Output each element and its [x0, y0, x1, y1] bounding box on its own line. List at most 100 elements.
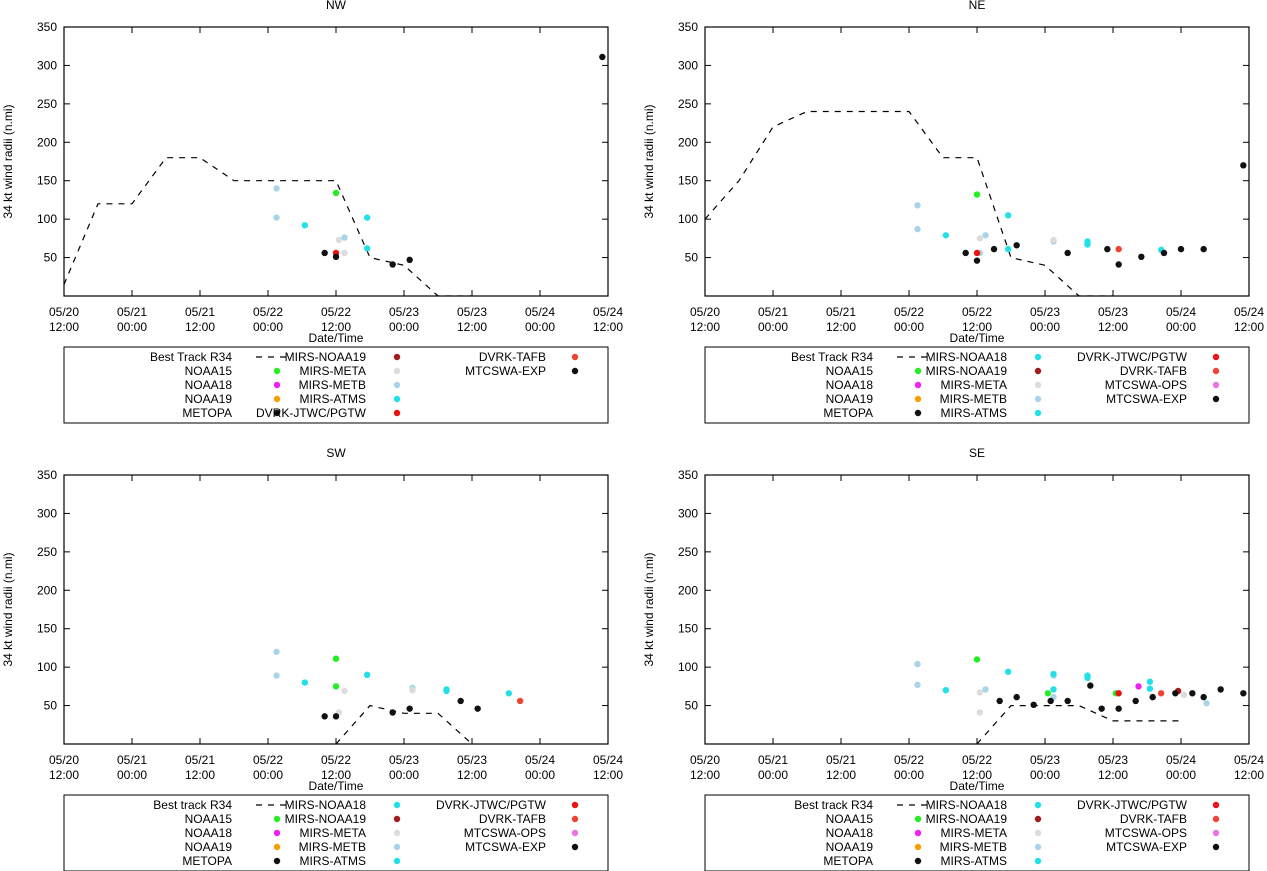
y-tick-label: 300	[678, 58, 698, 72]
x-tick-label-date: 05/21	[185, 305, 215, 319]
legend-marker-mirs-noaa19	[393, 815, 401, 823]
x-tick-label-date: 05/23	[457, 753, 487, 767]
y-axis-label: 34 kt wind radii (n.mi)	[1, 104, 15, 218]
point-mirs-noaa18	[505, 690, 513, 697]
point-mtcswa-exp	[321, 249, 328, 257]
plot-frame	[63, 474, 609, 745]
point-mirs-metb	[1203, 700, 1210, 707]
x-tick-label-date: 05/21	[758, 305, 788, 319]
legend-marker-noaa19	[273, 843, 281, 851]
legend-label: MIRS-META	[300, 364, 366, 378]
point-noaa15	[1044, 690, 1052, 697]
chart-title: SE	[969, 446, 985, 460]
y-tick-label: 200	[37, 135, 57, 149]
y-tick-label: 300	[37, 58, 57, 72]
point-mtcswa-exp	[599, 53, 606, 61]
legend-box	[704, 346, 1250, 424]
legend-marker-mtcswa-ops	[1212, 829, 1220, 837]
x-tick-label-date: 05/23	[1030, 305, 1060, 319]
legend-marker-dvrk-jtwc-pgtw	[1212, 353, 1220, 361]
legend-label: METOPA	[182, 406, 232, 420]
point-mtcswa-exp	[1160, 249, 1168, 257]
legend-label: DVRK-JTWC/PGTW	[256, 406, 367, 420]
y-tick-label: 100	[37, 660, 57, 674]
point-mtcswa-exp	[990, 245, 998, 253]
chart-title: SW	[326, 446, 346, 460]
legend-marker-noaa18	[273, 829, 281, 837]
point-mtcswa-exp	[389, 261, 396, 268]
x-tick-label-date: 05/24	[593, 753, 623, 767]
point-mtcswa-exp	[1200, 693, 1207, 701]
y-tick-label: 250	[37, 545, 57, 559]
best-track-line	[976, 704, 1181, 744]
legend-marker-mtcswa-exp	[571, 843, 579, 851]
legend-label: NOAA18	[826, 826, 874, 840]
point-noaa18	[1135, 683, 1142, 690]
legend-label: MIRS-NOAA19	[926, 364, 1008, 378]
point-mirs-meta	[409, 687, 416, 694]
point-mtcswa-exp	[457, 697, 464, 705]
point-mirs-atms	[363, 245, 371, 252]
point-noaa15	[332, 683, 340, 690]
point-mirs-meta	[1050, 236, 1057, 244]
legend-marker-metopa	[914, 857, 922, 865]
point-mirs-metb	[341, 234, 348, 241]
y-axis-label: 34 kt wind radii (n.mi)	[642, 104, 656, 218]
point-mirs-noaa18	[942, 232, 950, 239]
x-tick-label-time: 00:00	[253, 320, 283, 334]
point-mtcswa-exp	[1177, 245, 1185, 253]
legend-marker-mirs-meta	[393, 829, 401, 837]
x-tick-label-time: 00:00	[1166, 320, 1196, 334]
point-mtcswa-exp	[1240, 162, 1247, 169]
point-mirs-meta	[976, 235, 984, 242]
point-mtcswa-exp	[406, 705, 413, 712]
point-mtcswa-exp	[1030, 701, 1037, 709]
y-tick-label: 350	[37, 468, 57, 482]
point-mirs-noaa18	[363, 671, 371, 679]
point-mirs-noaa18	[1004, 245, 1012, 253]
chart-panel-ne: NE3503002502001501005005/2012:0005/2100:…	[642, 0, 1264, 424]
legend-marker-metopa	[914, 409, 922, 417]
y-tick-label: 250	[678, 545, 698, 559]
x-tick-label-time: 12:00	[49, 320, 79, 334]
x-tick-label-time: 00:00	[1030, 320, 1060, 334]
point-mirs-meta	[976, 709, 984, 716]
point-mtcswa-exp	[1064, 249, 1071, 257]
legend-box	[704, 794, 1250, 871]
legend-label: DVRK-TAFB	[479, 350, 546, 364]
point-mtcswa-exp	[1217, 686, 1224, 693]
y-tick-label: 300	[37, 506, 57, 520]
legend-marker-mirs-metb	[393, 843, 401, 851]
x-tick-label-time: 00:00	[758, 768, 788, 782]
y-tick-label: 350	[678, 20, 698, 34]
x-tick-label-time: 00:00	[389, 320, 419, 334]
x-tick-label-time: 12:00	[690, 768, 720, 782]
point-mirs-metb	[273, 185, 280, 192]
plot-area	[273, 648, 524, 744]
legend-label: MTCSWA-OPS	[1105, 378, 1187, 392]
legend-marker-metopa	[273, 857, 281, 865]
x-tick-label-date: 05/22	[962, 305, 992, 319]
x-tick-label-time: 12:00	[593, 768, 623, 782]
x-tick-label-time: 12:00	[1098, 320, 1128, 334]
x-tick-label-date: 05/23	[1030, 753, 1060, 767]
point-dvrk-jtwc-pgtw	[973, 249, 981, 257]
best-track-line	[64, 157, 472, 296]
legend-label: NOAA19	[185, 392, 233, 406]
point-mirs-metb	[914, 225, 921, 233]
legend-label: Best Track R34	[791, 350, 873, 364]
x-tick-label-time: 12:00	[185, 320, 215, 334]
point-mtcswa-exp	[1132, 697, 1139, 705]
x-tick-label-date: 05/23	[1098, 753, 1128, 767]
x-tick-label-time: 12:00	[1234, 320, 1264, 334]
legend-label: METOPA	[823, 406, 873, 420]
legend-label: Best Track R34	[150, 350, 232, 364]
plot-frame	[704, 474, 1250, 745]
legend-marker-noaa19	[914, 395, 922, 403]
x-tick-label-date: 05/22	[321, 305, 351, 319]
point-mtcswa-exp	[406, 256, 413, 264]
point-mtcswa-exp	[1149, 693, 1156, 701]
legend-label: METOPA	[182, 854, 232, 868]
x-tick-label-date: 05/24	[1166, 753, 1196, 767]
legend-label: MTCSWA-EXP	[465, 364, 546, 378]
